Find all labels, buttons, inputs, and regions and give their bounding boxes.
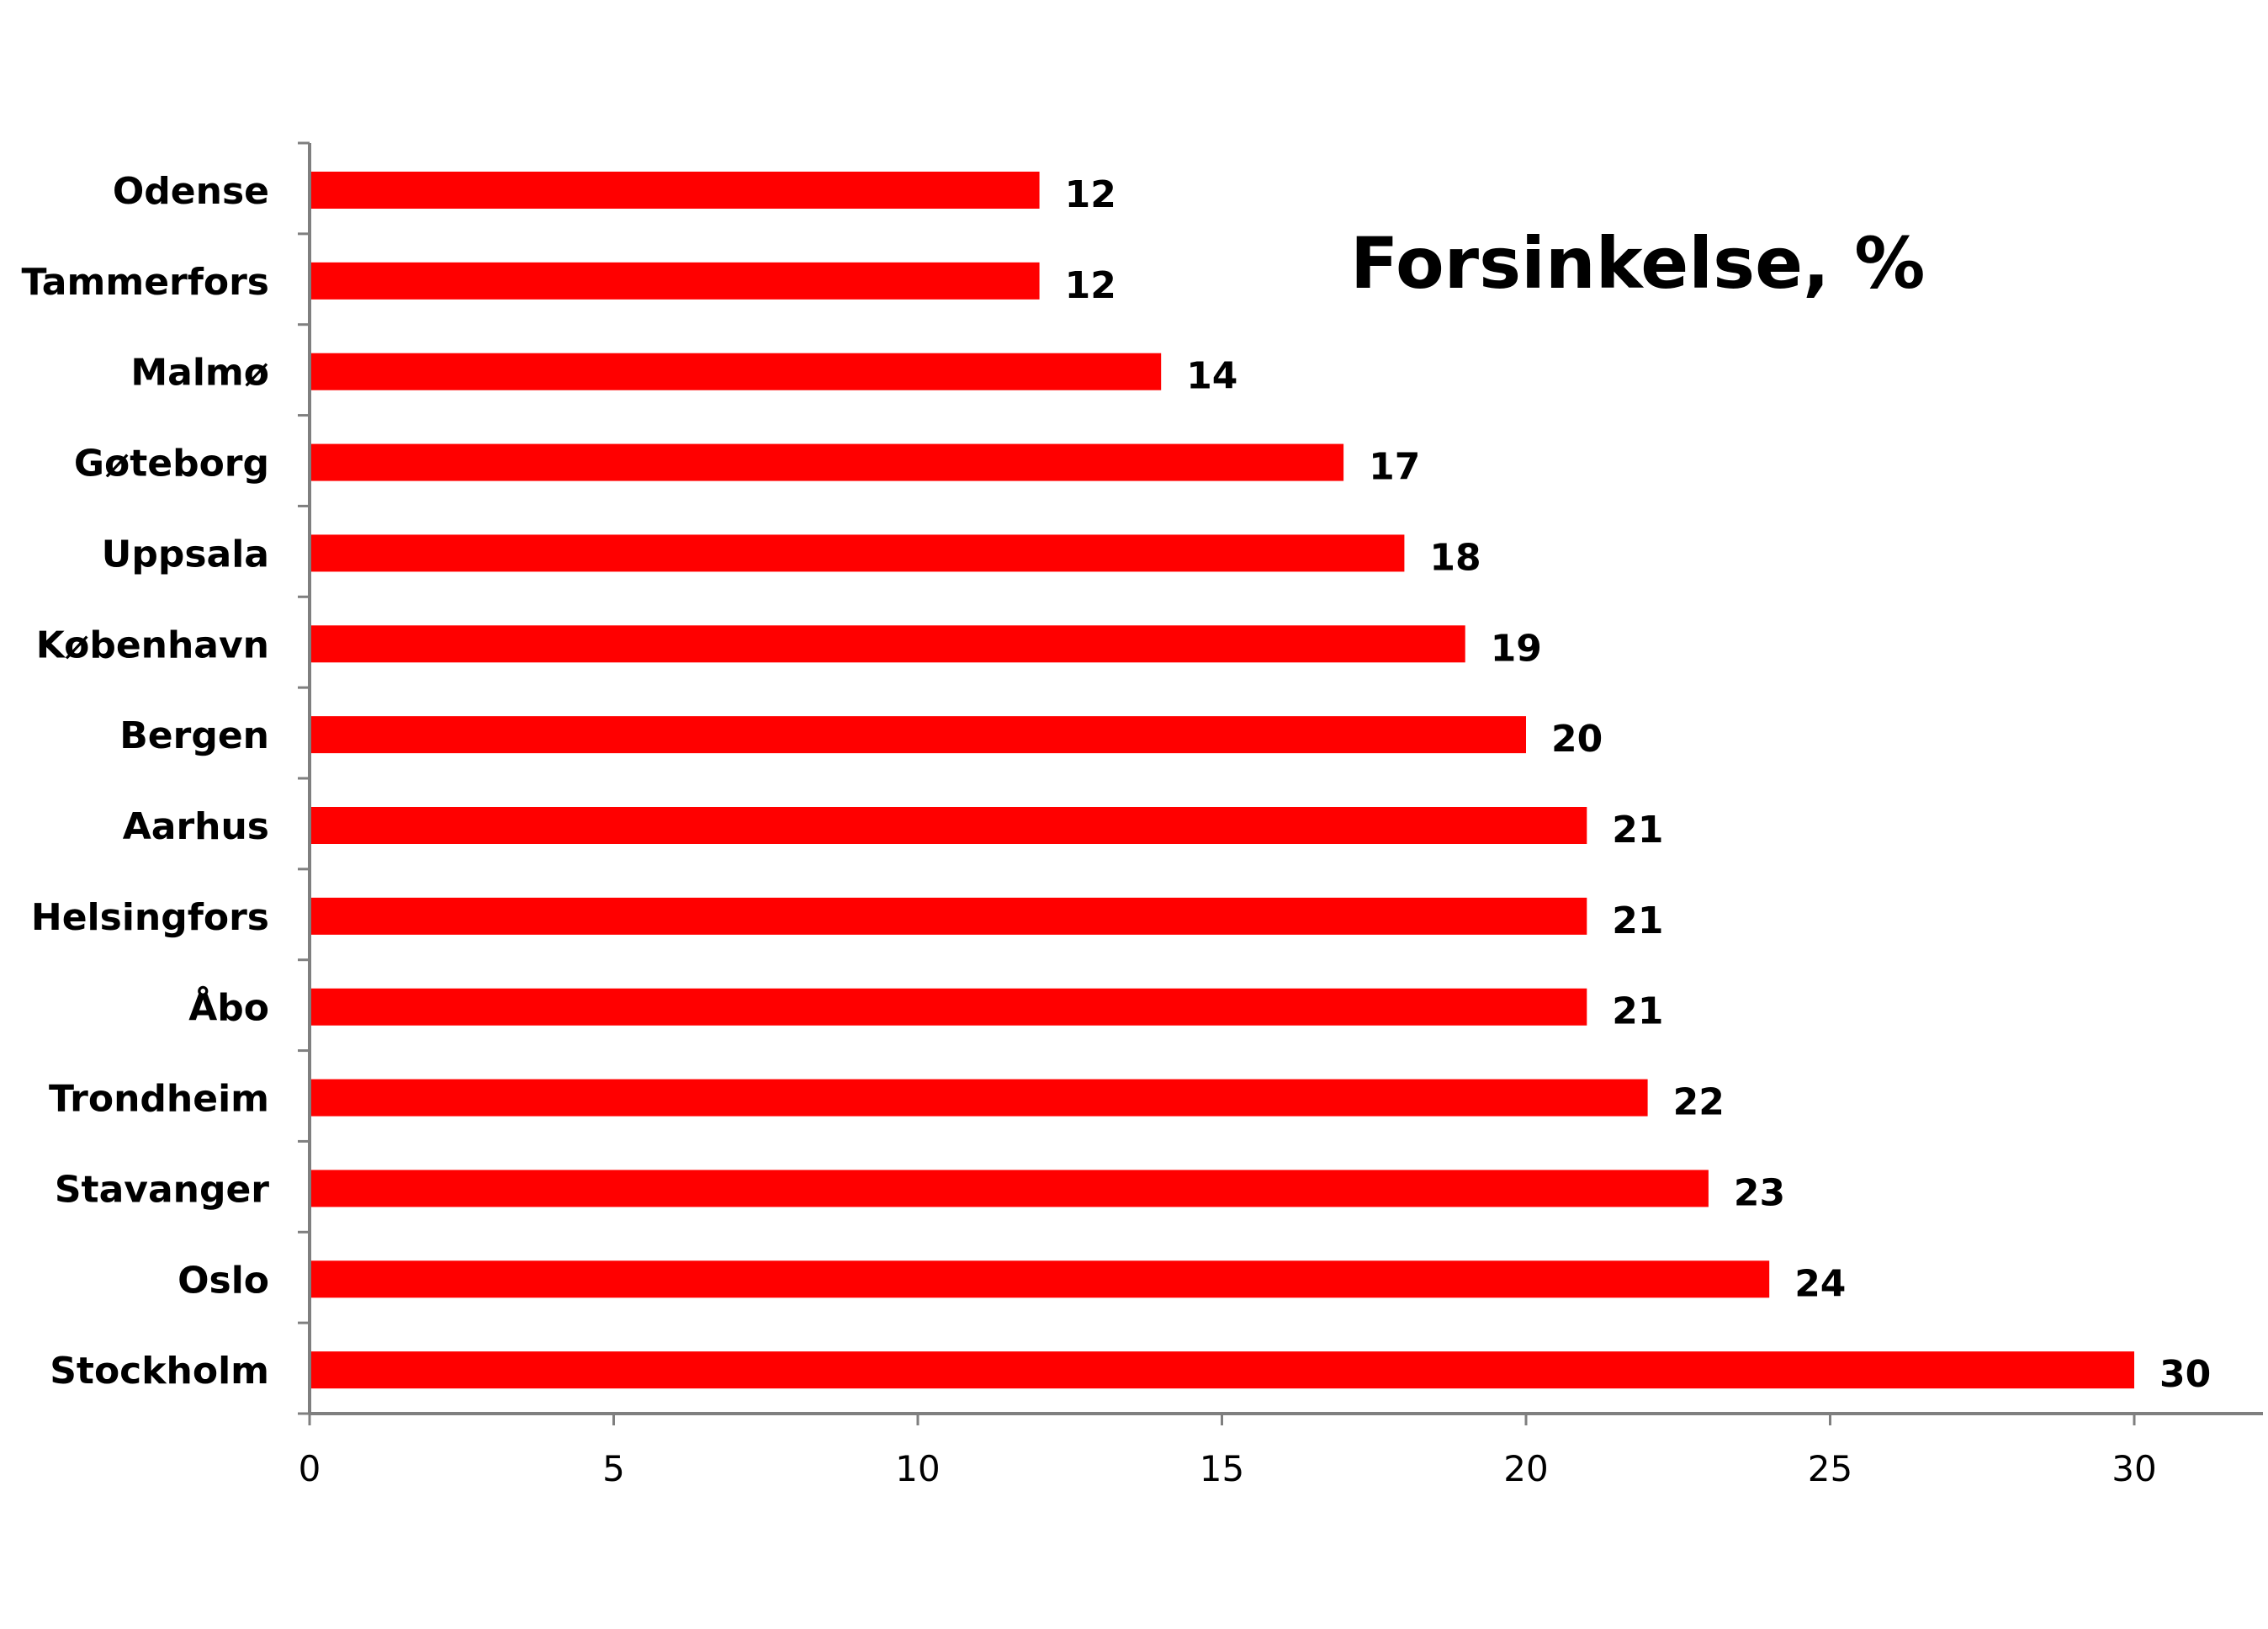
data-label: 19 xyxy=(1491,627,1542,670)
x-tick-label: 15 xyxy=(1200,1448,1244,1489)
chart-title: Forsinkelse, % xyxy=(1350,222,1925,305)
category-label: Gøteborg xyxy=(74,443,269,486)
bar xyxy=(310,172,1040,209)
data-label: 20 xyxy=(1551,718,1603,761)
category-label: Tammerfors xyxy=(21,261,269,304)
axes: 0 5 10 15 20 25 30 xyxy=(298,141,2263,1489)
category-label: Helsingfors xyxy=(31,896,269,939)
data-label: 24 xyxy=(1794,1262,1846,1305)
x-tick-label: 20 xyxy=(1503,1448,1548,1489)
bar xyxy=(310,1170,1709,1207)
x-tick-label: 0 xyxy=(299,1448,321,1489)
category-label: Uppsala xyxy=(102,533,269,576)
category-label: Bergen xyxy=(119,714,269,757)
category-label: Stavanger xyxy=(55,1168,269,1211)
data-label: 12 xyxy=(1065,264,1116,307)
bars: Odense 12 Tammerfors 12 Malmø 14 Gøteborg 17 Upp… xyxy=(21,170,2211,1396)
category-label: Trondheim xyxy=(49,1078,269,1121)
bar xyxy=(310,353,1162,390)
data-label: 14 xyxy=(1186,355,1237,398)
bar xyxy=(310,1079,1648,1117)
data-label: 30 xyxy=(2159,1353,2211,1396)
data-label: 18 xyxy=(1429,536,1481,579)
x-tick-label: 5 xyxy=(602,1448,625,1489)
category-label: Aarhus xyxy=(123,805,269,848)
bar xyxy=(310,897,1587,935)
data-label: 23 xyxy=(1734,1171,1785,1214)
bar xyxy=(310,1260,1770,1298)
bar xyxy=(310,534,1405,572)
category-label: København xyxy=(36,623,269,666)
data-label: 21 xyxy=(1612,809,1663,852)
category-label: Odense xyxy=(113,170,269,213)
x-tick-label: 10 xyxy=(895,1448,940,1489)
bar xyxy=(310,262,1040,300)
data-label: 21 xyxy=(1612,899,1663,942)
x-tick-label: 30 xyxy=(2112,1448,2156,1489)
bar xyxy=(310,988,1587,1026)
bar xyxy=(310,443,1344,481)
category-label: Stockholm xyxy=(50,1350,269,1393)
category-label: Åbo xyxy=(188,985,269,1030)
bar xyxy=(310,1351,2134,1389)
x-tick-label: 25 xyxy=(1808,1448,1852,1489)
category-label: Malmø xyxy=(130,352,269,395)
bar xyxy=(310,716,1526,754)
category-label: Oslo xyxy=(178,1259,269,1302)
data-label: 22 xyxy=(1673,1081,1725,1124)
data-label: 12 xyxy=(1065,173,1116,216)
bar xyxy=(310,625,1465,663)
data-label: 17 xyxy=(1369,446,1420,489)
data-label: 21 xyxy=(1612,990,1663,1033)
bar xyxy=(310,807,1587,844)
